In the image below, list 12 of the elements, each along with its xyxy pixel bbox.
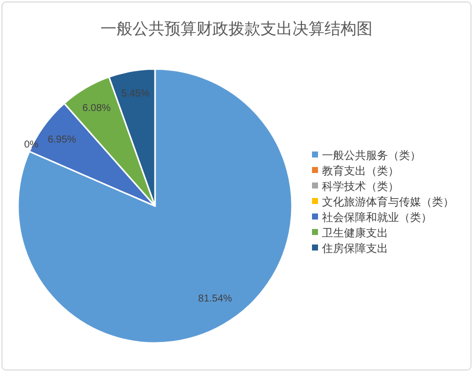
data-label: 5.45%	[121, 88, 150, 100]
data-label: 6.08%	[82, 102, 111, 114]
legend-label: 卫生健康支出	[322, 226, 388, 240]
data-label: 6.95%	[48, 134, 76, 146]
legend-label: 文化旅游体育与传媒（类）	[322, 196, 454, 208]
legend-label: 教育支出（类）	[322, 164, 399, 178]
legend-label: 住房保障支出	[322, 242, 388, 255]
data-label: 81.54%	[198, 294, 232, 305]
legend-label: 科学技术（类）	[322, 180, 399, 193]
legend-label: 社会保障和就业（类）	[322, 211, 432, 224]
chart-title: 一般公共预算财政拨款支出决算结构图	[100, 20, 372, 38]
legend-label: 一般公共服务（类）	[322, 149, 421, 162]
